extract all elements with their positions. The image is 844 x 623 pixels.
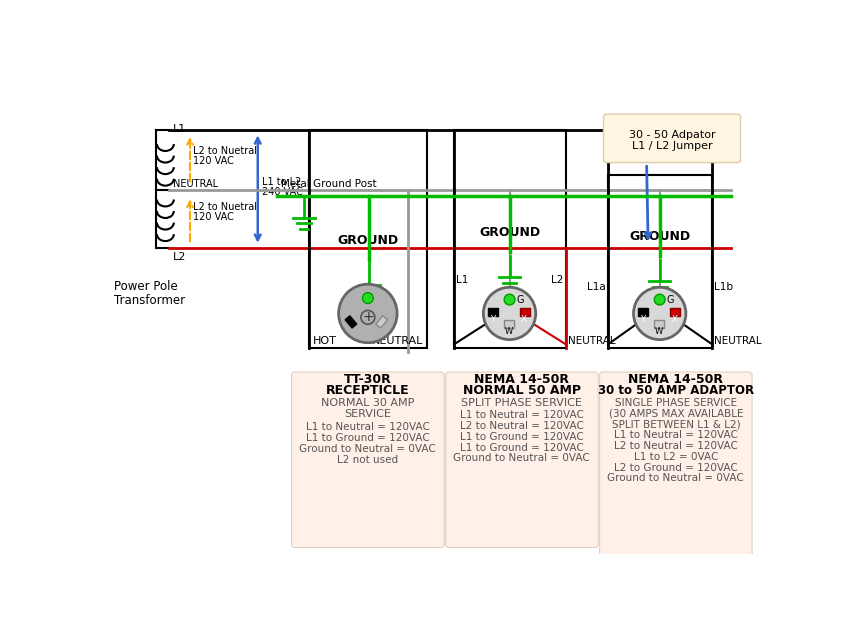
Bar <box>504 320 514 328</box>
Text: G: G <box>667 295 674 305</box>
FancyBboxPatch shape <box>446 372 598 548</box>
Bar <box>654 320 664 328</box>
Text: L1a: L1a <box>587 282 606 292</box>
Text: 30 to 50 AMP ADAPTOR: 30 to 50 AMP ADAPTOR <box>598 384 754 397</box>
Text: NEUTRAL: NEUTRAL <box>173 179 219 189</box>
Text: L1: L1 <box>457 275 468 285</box>
Text: Ground to Neutral = 0VAC: Ground to Neutral = 0VAC <box>300 444 436 454</box>
FancyBboxPatch shape <box>599 372 752 563</box>
Text: L1 to Neutral = 120VAC: L1 to Neutral = 120VAC <box>460 410 584 420</box>
FancyBboxPatch shape <box>603 114 740 163</box>
Text: NEUTRAL: NEUTRAL <box>372 336 424 346</box>
Text: W: W <box>655 328 663 336</box>
Text: 120 VAC: 120 VAC <box>193 212 234 222</box>
Circle shape <box>484 287 536 340</box>
Bar <box>454 130 565 348</box>
Text: GROUND: GROUND <box>629 231 690 244</box>
Text: NEUTRAL: NEUTRAL <box>568 336 615 346</box>
Text: GROUND: GROUND <box>338 234 399 247</box>
Text: X: X <box>521 315 528 324</box>
Text: GROUND: GROUND <box>479 226 540 239</box>
Bar <box>345 316 357 328</box>
Text: 240 VAC: 240 VAC <box>262 187 302 197</box>
FancyBboxPatch shape <box>292 372 444 548</box>
Text: NEMA 14-50R: NEMA 14-50R <box>474 373 570 386</box>
Text: L2 to Neutral = 120VAC: L2 to Neutral = 120VAC <box>460 421 584 431</box>
Text: G: G <box>517 295 524 305</box>
Text: L1 to Ground = 120VAC: L1 to Ground = 120VAC <box>460 432 584 442</box>
Text: NEMA 14-50R: NEMA 14-50R <box>629 373 723 386</box>
Text: SPLIT BETWEEN L1 & L2): SPLIT BETWEEN L1 & L2) <box>612 419 740 429</box>
Circle shape <box>361 310 375 324</box>
Text: L1 to Neutral = 120VAC: L1 to Neutral = 120VAC <box>614 430 738 440</box>
Text: L2: L2 <box>173 252 187 262</box>
Circle shape <box>504 294 515 305</box>
Text: L2: L2 <box>551 275 564 285</box>
Text: Power Pole: Power Pole <box>114 280 177 293</box>
Text: W: W <box>505 328 513 336</box>
Text: L1 to L2: L1 to L2 <box>262 177 301 187</box>
Text: SINGLE PHASE SERVICE: SINGLE PHASE SERVICE <box>614 398 737 408</box>
Text: NORMAL 50 AMP: NORMAL 50 AMP <box>463 384 581 397</box>
Circle shape <box>634 287 686 340</box>
Text: L1 to Ground = 120VAC: L1 to Ground = 120VAC <box>306 433 430 444</box>
Circle shape <box>362 293 373 303</box>
Text: Y: Y <box>640 315 646 324</box>
Text: L1 / L2 Jumper: L1 / L2 Jumper <box>631 141 712 151</box>
Bar <box>376 316 387 328</box>
Circle shape <box>654 294 665 305</box>
Text: L1 to Neutral = 120VAC: L1 to Neutral = 120VAC <box>306 422 430 432</box>
Text: HOT: HOT <box>313 336 337 346</box>
Bar <box>310 130 427 348</box>
Bar <box>609 175 712 348</box>
Text: L1 to Ground = 120VAC: L1 to Ground = 120VAC <box>460 442 584 452</box>
Text: SPLIT PHASE SERVICE: SPLIT PHASE SERVICE <box>462 398 582 408</box>
Text: X: X <box>671 315 678 324</box>
Text: L2 to Neutral = 120VAC: L2 to Neutral = 120VAC <box>614 441 738 451</box>
Text: SERVICE: SERVICE <box>344 409 392 419</box>
Bar <box>520 308 529 316</box>
Circle shape <box>338 284 398 343</box>
Text: L2 to Nuetral: L2 to Nuetral <box>193 146 257 156</box>
Text: 120 VAC: 120 VAC <box>193 156 234 166</box>
Text: NORMAL 30 AMP: NORMAL 30 AMP <box>322 398 414 408</box>
Text: L2 not used: L2 not used <box>338 455 398 465</box>
Text: NEUTRAL: NEUTRAL <box>714 336 762 346</box>
Text: Metal Ground Post: Metal Ground Post <box>281 179 376 189</box>
Text: +: + <box>362 310 374 325</box>
Text: L1b: L1b <box>714 282 733 292</box>
Text: Ground to Neutral = 0VAC: Ground to Neutral = 0VAC <box>453 454 590 464</box>
Text: Transformer: Transformer <box>114 294 185 307</box>
Text: RECEPTICLE: RECEPTICLE <box>326 384 409 397</box>
Text: L1: L1 <box>173 124 187 134</box>
Bar <box>488 308 498 316</box>
Text: TT-30R: TT-30R <box>344 373 392 386</box>
Text: Ground to Neutral = 0VAC: Ground to Neutral = 0VAC <box>608 473 744 483</box>
Bar <box>669 308 679 316</box>
Text: Y: Y <box>490 315 495 324</box>
Text: 30 - 50 Adpator: 30 - 50 Adpator <box>629 130 716 140</box>
Bar <box>638 308 648 316</box>
Text: L2 to Nuetral: L2 to Nuetral <box>193 201 257 212</box>
Text: L2 to Ground = 120VAC: L2 to Ground = 120VAC <box>614 462 738 472</box>
Text: (30 AMPS MAX AVAILABLE: (30 AMPS MAX AVAILABLE <box>609 409 743 419</box>
Text: L1 to L2 = 0VAC: L1 to L2 = 0VAC <box>634 452 718 462</box>
